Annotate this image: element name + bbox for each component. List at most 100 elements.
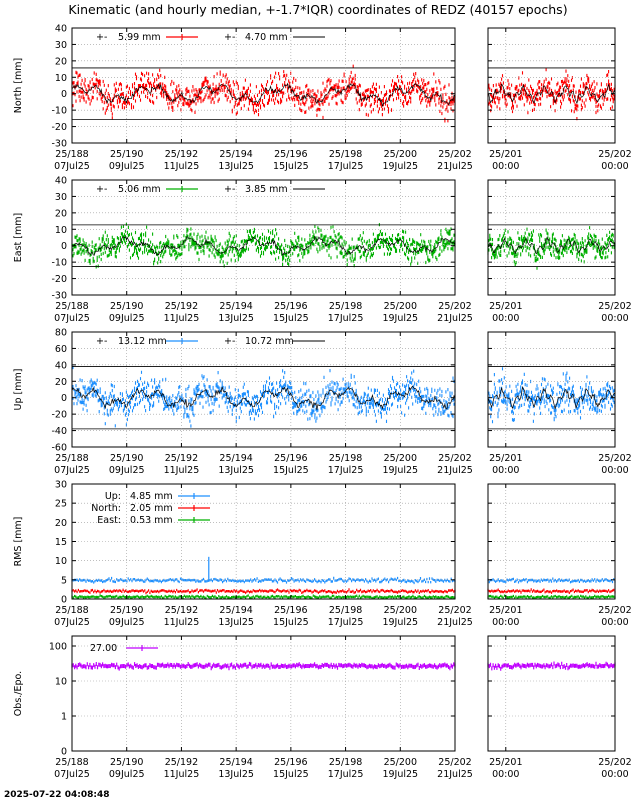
panel-rms-main-ytick-label: 20 <box>55 518 67 529</box>
panel-rms-zoom-xtick-date: 00:00 <box>601 617 628 628</box>
chart-title: Kinematic (and hourly median, +-1.7*IQR)… <box>68 2 567 17</box>
panel-east-main-ytick-label: -20 <box>51 274 67 285</box>
panel-north-main-xtick-doy: 25/198 <box>329 149 362 160</box>
panel-east-main-xtick-date: 21Jul25 <box>437 313 473 324</box>
panel-north-zoom-xtick-date: 00:00 <box>492 161 519 172</box>
panel-rms: RMS [mm] Up: 4.85 mm North: 2.05 mm East: 0.53… <box>13 480 632 629</box>
panel-up-zoom-xtick-doy: 25/201 <box>489 453 522 464</box>
panel-east-main-ytick-label: 10 <box>55 225 67 236</box>
panel-east-main-xtick-doy: 25/196 <box>274 301 307 312</box>
panel-north-main-ytick-label: -20 <box>51 122 67 133</box>
panel-north-main-xtick-date: 13Jul25 <box>218 161 254 172</box>
panel-rms-main-xtick-doy: 25/198 <box>329 605 362 616</box>
panel-east-zoom-xtick-doy: 25/201 <box>489 301 522 312</box>
panel-obs-main-xtick-doy: 25/198 <box>329 757 362 768</box>
north-legend-kin-value: 5.99 mm <box>118 32 161 43</box>
panel-rms-main-xtick-doy: 25/194 <box>219 605 252 616</box>
panel-east-main-xtick-doy: 25/194 <box>219 301 252 312</box>
rms-legend-value: 2.05 mm <box>130 503 173 514</box>
panel-north-main-xtick-date: 11Jul25 <box>164 161 200 172</box>
panel-north-main-xtick-date: 17Jul25 <box>328 161 364 172</box>
panel-north-zoom-xtick-doy: 25/201 <box>489 149 522 160</box>
panel-north-main-xtick-doy: 25/188 <box>55 149 88 160</box>
panel-up-main-ytick-label: 0 <box>61 393 67 404</box>
panel-obs-main-xtick-date: 11Jul25 <box>164 769 200 780</box>
panel-up-main-xtick-doy: 25/200 <box>384 453 417 464</box>
panel-rms-main-xtick-date: 07Jul25 <box>54 617 90 628</box>
panel-up-main-xtick-date: 17Jul25 <box>328 465 364 476</box>
obs-points-zoom <box>487 661 616 671</box>
north-legend-med-value: 4.70 mm <box>245 32 288 43</box>
panel-obs-main-ytick-label: 10 <box>55 677 67 688</box>
rms-0-points-main <box>71 576 456 585</box>
panel-north: North [mm] +- 5.99 mm +- 4.70 mm 25/18807Jul2… <box>13 24 632 173</box>
panel-obs-main-ytick-label: 1 <box>61 712 67 723</box>
panel-east-main-ytick-label: 30 <box>55 192 67 203</box>
panel-up-main-xtick-date: 21Jul25 <box>437 465 473 476</box>
panel-north-zoom-xtick-date: 00:00 <box>601 161 628 172</box>
panel-obs-main-xtick-doy: 25/190 <box>110 757 143 768</box>
panel-obs-zoom-frame <box>487 635 616 752</box>
up-zoom-kinematic-points <box>487 367 616 424</box>
panel-up-zoom-xtick-date: 00:00 <box>492 465 519 476</box>
panel-up-main-ytick-label: 40 <box>55 360 67 371</box>
rms-1-points-zoom <box>487 588 616 594</box>
panel-obs-zoom-xtick-doy: 25/202 <box>598 757 631 768</box>
panel-obs-zoom-xtick-date: 00:00 <box>601 769 628 780</box>
north-legend-kin-sign: +- <box>96 32 107 43</box>
panel-north-main-xtick-date: 09Jul25 <box>109 161 145 172</box>
panel-rms-main-ytick-label: 5 <box>61 575 67 586</box>
panel-rms-main-ytick-label: 25 <box>55 499 67 510</box>
panel-north-main-ytick-label: 30 <box>55 40 67 51</box>
panel-north-main-xtick-date: 15Jul25 <box>273 161 309 172</box>
panel-east-main-ytick-label: -10 <box>51 258 67 269</box>
panel-east-main-xtick-doy: 25/200 <box>384 301 417 312</box>
panel-up-main-xtick-date: 09Jul25 <box>109 465 145 476</box>
panel-up-main-ytick-label: -40 <box>51 426 67 437</box>
panel-north-main-xtick-doy: 25/192 <box>165 149 198 160</box>
panel-north-main-xtick-doy: 25/194 <box>219 149 252 160</box>
east-zoom-kinematic-points <box>487 226 616 270</box>
panel-up-zoom-xtick-date: 00:00 <box>601 465 628 476</box>
up-main-median-line <box>71 385 456 410</box>
rms-0-points-zoom <box>487 577 616 584</box>
panel-east-main-xtick-date: 17Jul25 <box>328 313 364 324</box>
rms-legend-name: East: <box>97 515 121 526</box>
panel-east-main-ytick-label: 40 <box>55 176 67 187</box>
panel-up-zoom-xtick-doy: 25/202 <box>598 453 631 464</box>
panel-obs-main-xtick-date: 13Jul25 <box>218 769 254 780</box>
panel-north-main-xtick-date: 07Jul25 <box>54 161 90 172</box>
panel-east-main-xtick-doy: 25/188 <box>55 301 88 312</box>
panel-obs-main-ytick-label: 0 <box>61 747 67 758</box>
panel-rms-main-xtick-doy: 25/190 <box>110 605 143 616</box>
panel-rms-main-xtick-date: 11Jul25 <box>164 617 200 628</box>
panel-up-main-xtick-doy: 25/194 <box>219 453 252 464</box>
panel-obs-main-ytick-label: 100 <box>49 642 67 653</box>
panel-rms-main-xtick-doy: 25/188 <box>55 605 88 616</box>
panel-rms-main-xtick-date: 13Jul25 <box>218 617 254 628</box>
panel-up-ylabel: Up [mm] <box>13 369 24 411</box>
panel-rms-main-xtick-doy: 25/196 <box>274 605 307 616</box>
panel-north-main-ytick-label: 20 <box>55 56 67 67</box>
north-zoom-median-line <box>487 83 616 105</box>
panel-east-zoom-frame <box>487 179 616 296</box>
obs-legend-value: 27.00 <box>90 643 117 654</box>
rms-legend-value: 4.85 mm <box>130 491 173 502</box>
panel-obs-ylabel: Obs./Epo. <box>13 671 24 716</box>
panel-rms-main-xtick-doy: 25/200 <box>384 605 417 616</box>
panel-up-main-ytick-label: -20 <box>51 410 67 421</box>
rms-legend-name: Up: <box>105 491 121 502</box>
panel-up-main-xtick-date: 13Jul25 <box>218 465 254 476</box>
footer-timestamp: 2025-07-22 04:08:48 <box>4 790 109 800</box>
panel-north-zoom-xtick-doy: 25/202 <box>598 149 631 160</box>
panel-obs-main-xtick-date: 21Jul25 <box>437 769 473 780</box>
panel-up-main-xtick-date: 11Jul25 <box>164 465 200 476</box>
north-legend-med-sign: +- <box>224 32 235 43</box>
panel-up-main-ytick-label: 20 <box>55 377 67 388</box>
panel-obs-main-frame <box>71 635 456 752</box>
panel-east-main-ytick-label: -30 <box>51 291 67 302</box>
panel-north-main-ytick-label: -10 <box>51 106 67 117</box>
panel-obs-main-xtick-date: 07Jul25 <box>54 769 90 780</box>
panel-rms-main-xtick-date: 19Jul25 <box>382 617 418 628</box>
panel-up-main-xtick-doy: 25/198 <box>329 453 362 464</box>
